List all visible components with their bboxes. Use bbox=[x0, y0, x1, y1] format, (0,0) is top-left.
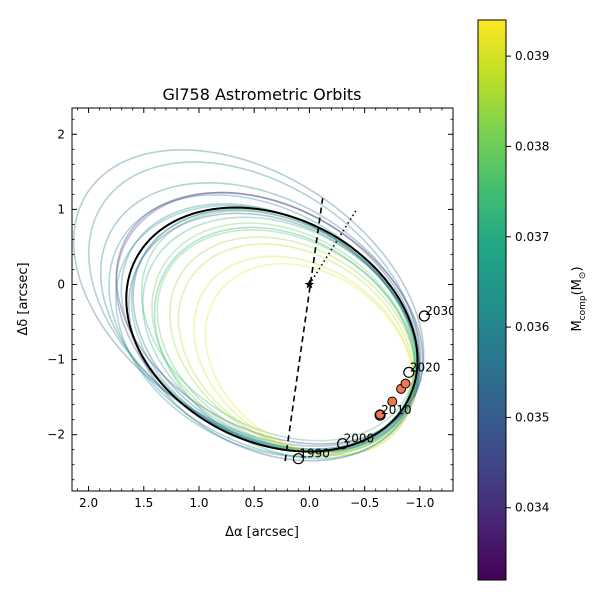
colorbar-tick-label: 0.038 bbox=[515, 139, 549, 153]
epoch-label: 2030 bbox=[425, 304, 456, 318]
sample-orbit bbox=[115, 204, 416, 458]
colorbar-tick-label: 0.035 bbox=[515, 410, 549, 424]
epoch-marker bbox=[292, 453, 304, 465]
sample-orbit bbox=[141, 216, 420, 452]
sample-orbit bbox=[88, 161, 421, 450]
axis-ticks: 2.0 1.5 1.0 0.5 0.0 −0.5 −1.0 2 1 0 −1 −2 bbox=[47, 108, 453, 510]
x-tick-label: 0.0 bbox=[300, 496, 319, 510]
x-tick-label: 1.5 bbox=[134, 496, 153, 510]
epoch-label: 2010 bbox=[381, 403, 412, 417]
epoch-marker bbox=[374, 409, 386, 421]
colorbar-ticks: 0.034 0.035 0.036 0.037 0.038 0.039 bbox=[506, 49, 549, 515]
sample-orbit bbox=[169, 236, 417, 453]
colorbar-tick-label: 0.037 bbox=[515, 230, 549, 244]
observation-point bbox=[387, 396, 398, 407]
sample-orbit bbox=[177, 243, 415, 454]
y-tick-label: −2 bbox=[47, 428, 65, 442]
sample-orbit bbox=[156, 229, 419, 453]
colorbar-tick-label: 0.039 bbox=[515, 49, 549, 63]
sample-orbit bbox=[115, 191, 424, 445]
sample-orbit bbox=[140, 210, 417, 442]
x-tick-label: 2.0 bbox=[79, 496, 98, 510]
host-star-marker bbox=[304, 279, 315, 289]
x-tick-label: −0.5 bbox=[350, 496, 379, 510]
epoch-marker bbox=[418, 310, 430, 322]
colorbar bbox=[477, 19, 507, 581]
epoch-label: 2020 bbox=[410, 360, 441, 374]
colorbar-label: Mcomp(M⊙) bbox=[570, 266, 588, 331]
best-fit-orbit bbox=[125, 206, 419, 453]
y-tick-label: 1 bbox=[57, 202, 65, 216]
sample-orbit bbox=[108, 194, 418, 458]
observation-point bbox=[400, 378, 411, 389]
overlay-layer: 1990 2000 2010 2020 2030 bbox=[125, 198, 456, 465]
y-tick-label: 0 bbox=[57, 277, 65, 291]
epoch-label: 1990 bbox=[299, 447, 330, 461]
epoch-marker bbox=[336, 438, 349, 450]
y-axis-label: Δδ [arcsec] bbox=[16, 262, 31, 335]
chart-title: Gl758 Astrometric Orbits bbox=[162, 85, 361, 104]
y-tick-label: 2 bbox=[57, 127, 65, 141]
sample-orbit bbox=[153, 226, 417, 460]
x-tick-label: 1.0 bbox=[189, 496, 208, 510]
epoch-label: 2000 bbox=[344, 432, 375, 446]
x-tick-label: −1.0 bbox=[405, 496, 434, 510]
epoch-marker bbox=[403, 366, 415, 378]
orbit-layer bbox=[72, 149, 425, 462]
y-tick-label: −1 bbox=[47, 353, 65, 367]
colorbar-tick-label: 0.034 bbox=[515, 501, 549, 515]
sample-orbit bbox=[120, 203, 419, 453]
sample-orbit bbox=[99, 182, 422, 451]
x-axis-label: Δα [arcsec] bbox=[225, 525, 299, 540]
x-tick-label: 0.5 bbox=[245, 496, 264, 510]
node-line bbox=[284, 198, 324, 462]
periastron-line bbox=[308, 210, 357, 285]
sample-orbit bbox=[72, 149, 425, 447]
sample-orbit bbox=[127, 212, 421, 462]
sample-orbit bbox=[151, 222, 415, 452]
colorbar-tick-label: 0.036 bbox=[515, 320, 549, 334]
